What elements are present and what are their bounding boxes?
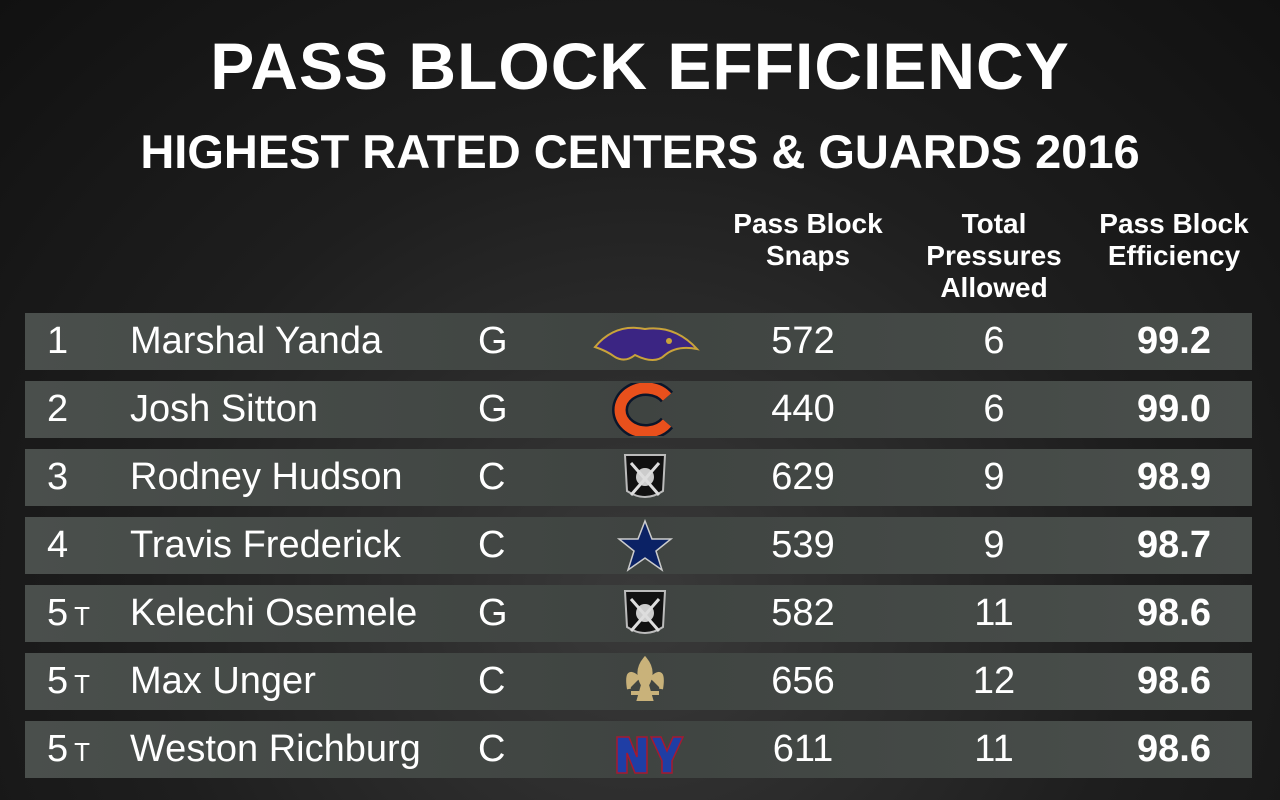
rank-number: 5 [47, 660, 69, 702]
efficiency: 98.6 [1137, 592, 1211, 634]
player-name: Rodney Hudson [130, 456, 403, 498]
column-header: Pass Block Snaps [733, 208, 883, 271]
team-logo [585, 451, 705, 504]
rank: 2 [47, 381, 68, 438]
rank-number: 5 [47, 728, 69, 770]
logo-icon [623, 454, 667, 498]
pass-block-snaps: 611 [772, 728, 834, 770]
rank: 4 [47, 517, 68, 574]
pressures-allowed: 6 [983, 320, 1005, 362]
efficiency: 99.2 [1137, 320, 1211, 362]
team-logo [585, 380, 705, 440]
table-row: 2 Josh Sitton G 440 6 99.0 [25, 380, 1252, 440]
team-logo [585, 723, 705, 776]
efficiency: 99.0 [1137, 388, 1211, 430]
column-header: Total Pressures Allowed [926, 208, 1062, 303]
table-row: 3 Rodney Hudson C 629 9 98.9 [25, 449, 1252, 506]
rank-number: 2 [47, 388, 69, 430]
rank: 3 [47, 449, 68, 506]
title: PASS BLOCK EFFICIENCY [210, 29, 1070, 103]
pass-block-snaps: 656 [771, 660, 835, 702]
team-logo [585, 315, 705, 368]
pressures-allowed: 9 [983, 524, 1005, 566]
pass-block-snaps: 582 [771, 592, 835, 634]
table-row: 5 T Max Unger C 656 12 98.6 [25, 653, 1252, 710]
position: G [478, 320, 508, 362]
rank-number: 1 [47, 320, 69, 362]
logo-icon [612, 380, 674, 440]
pass-block-snaps: 629 [771, 456, 835, 498]
position: C [478, 728, 506, 770]
player-name: Marshal Yanda [130, 320, 383, 362]
tie-marker: T [74, 601, 91, 631]
rank-number: 3 [47, 456, 69, 498]
table-row: 5 T Weston Richburg C 611 11 98.6 [25, 721, 1252, 778]
column-header: Pass Block Efficiency [1099, 208, 1249, 271]
position: C [478, 456, 506, 498]
team-logo [585, 655, 705, 708]
position: C [478, 524, 506, 566]
logo-icon [616, 736, 685, 774]
position: C [478, 660, 506, 702]
pass-block-snaps: 572 [771, 320, 835, 362]
logo-icon [593, 326, 700, 361]
player-name: Kelechi Osemele [130, 592, 418, 634]
table-row: 5 T Kelechi Osemele G 582 11 98.6 [25, 585, 1252, 642]
pressures-allowed: 6 [983, 388, 1005, 430]
efficiency: 98.7 [1137, 524, 1211, 566]
efficiency: 98.6 [1137, 728, 1211, 770]
position: G [478, 388, 508, 430]
pass-block-snaps: 440 [771, 388, 835, 430]
table-row: 4 Travis Frederick C 539 9 98.7 [25, 517, 1252, 574]
logo-icon [626, 655, 664, 701]
rank-number: 5 [47, 592, 69, 634]
player-name: Weston Richburg [130, 728, 421, 770]
subtitle: HIGHEST RATED CENTERS & GUARDS 2016 [140, 125, 1140, 178]
pressures-allowed: 12 [972, 660, 1016, 702]
logo-icon [616, 518, 674, 572]
player-name: Josh Sitton [130, 388, 318, 430]
tie-marker: T [74, 737, 91, 767]
pass-block-snaps: 539 [771, 524, 835, 566]
pressures-allowed: 11 [974, 592, 1014, 634]
tie-marker: T [74, 669, 91, 699]
team-logo [585, 518, 705, 572]
player-name: Travis Frederick [130, 524, 401, 566]
team-logo [585, 587, 705, 640]
rank-number: 4 [47, 524, 69, 566]
efficiency: 98.6 [1137, 660, 1211, 702]
rank: 1 [47, 313, 68, 370]
pressures-allowed: 11 [974, 728, 1014, 770]
table-row: 1 Marshal Yanda G 572 6 99.2 [25, 313, 1252, 370]
player-name: Max Unger [130, 660, 316, 702]
logo-icon [623, 590, 667, 634]
efficiency: 98.9 [1137, 456, 1211, 498]
position: G [478, 592, 508, 634]
pressures-allowed: 9 [983, 456, 1005, 498]
